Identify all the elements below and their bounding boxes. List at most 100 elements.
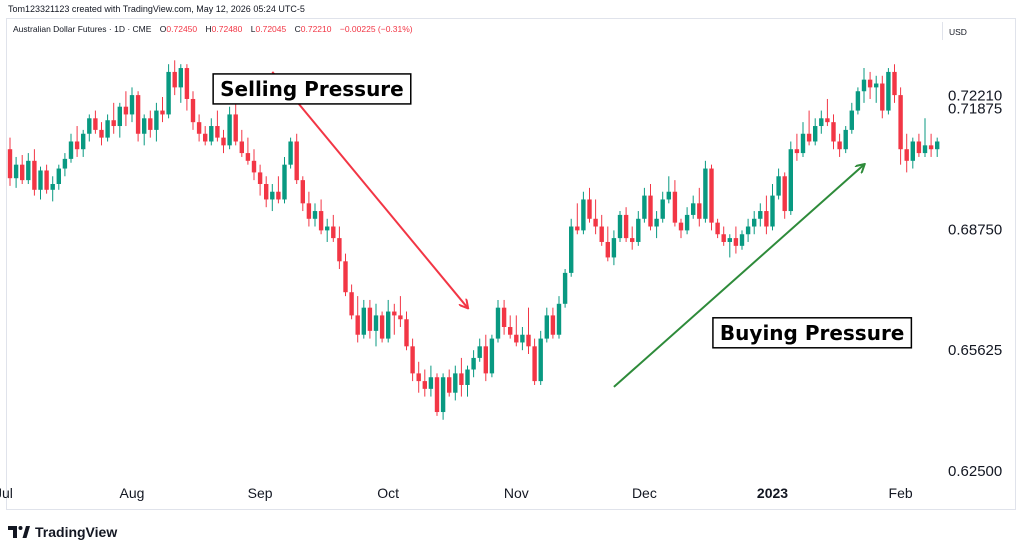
candle bbox=[422, 369, 427, 397]
ohlc-open-label: O bbox=[159, 24, 167, 34]
candle bbox=[697, 187, 702, 227]
candle bbox=[471, 350, 476, 378]
candle bbox=[367, 299, 373, 339]
time-tick-label: Dec bbox=[632, 485, 657, 501]
candle bbox=[843, 126, 848, 154]
candle bbox=[453, 365, 458, 401]
candle bbox=[74, 126, 80, 157]
candle bbox=[642, 187, 647, 223]
time-axis: Jul Aug Sep Oct Nov Dec 2023 Feb bbox=[0, 485, 913, 501]
candle bbox=[587, 187, 592, 223]
candle bbox=[62, 153, 68, 177]
candle bbox=[288, 137, 293, 169]
candle bbox=[520, 327, 525, 351]
candle bbox=[447, 369, 452, 397]
candle bbox=[264, 176, 269, 208]
candle bbox=[221, 129, 226, 154]
time-tick-label: Nov bbox=[504, 485, 529, 501]
ohlc-high-label: H bbox=[205, 24, 212, 34]
candle bbox=[623, 207, 629, 242]
candle bbox=[239, 129, 244, 157]
candle bbox=[861, 68, 867, 103]
candle bbox=[684, 207, 690, 235]
candle bbox=[575, 203, 580, 235]
candle bbox=[904, 133, 909, 173]
candle bbox=[495, 299, 501, 343]
candle bbox=[837, 133, 842, 157]
candle bbox=[68, 133, 74, 163]
candle bbox=[379, 311, 385, 343]
candle bbox=[514, 315, 519, 347]
candle bbox=[733, 226, 739, 254]
candle bbox=[556, 296, 562, 339]
candle bbox=[148, 110, 153, 138]
candle bbox=[581, 191, 586, 235]
candle bbox=[569, 218, 574, 277]
candle bbox=[215, 110, 220, 142]
candle bbox=[312, 203, 318, 227]
candle bbox=[270, 184, 275, 212]
candle bbox=[196, 114, 202, 142]
candle bbox=[26, 153, 31, 184]
candle bbox=[300, 176, 305, 212]
symbol-name: Australian Dollar Futures · 1D · CME bbox=[13, 24, 152, 34]
candle bbox=[428, 365, 434, 397]
candle bbox=[916, 133, 922, 157]
candle bbox=[416, 361, 421, 393]
candle bbox=[678, 218, 684, 239]
time-tick-label: Sep bbox=[248, 485, 273, 501]
candle bbox=[630, 226, 635, 250]
ohlc-low-label: L bbox=[250, 24, 256, 34]
time-tick-label: Oct bbox=[377, 485, 399, 501]
time-tick-label: Aug bbox=[120, 485, 145, 501]
price-tick-label: 0.71875 bbox=[948, 101, 1002, 118]
candle bbox=[532, 338, 537, 385]
ohlc-change: −0.00225 (−0.31%) bbox=[339, 24, 413, 34]
candle bbox=[160, 97, 165, 123]
candle bbox=[867, 71, 873, 99]
candle bbox=[593, 199, 598, 235]
candle bbox=[605, 226, 610, 262]
candle bbox=[654, 211, 659, 239]
candle bbox=[337, 226, 342, 270]
candle bbox=[343, 253, 348, 297]
tradingview-brand: TradingView bbox=[35, 524, 118, 540]
candle bbox=[825, 98, 830, 127]
candle bbox=[13, 156, 19, 188]
time-tick-label: Jul bbox=[0, 485, 13, 501]
candle bbox=[886, 68, 891, 115]
candle bbox=[806, 110, 812, 146]
annotation-arrows: Selling Pressure Buying Pressure bbox=[212, 71, 913, 388]
candle bbox=[386, 299, 391, 343]
candle bbox=[611, 230, 617, 266]
svg-text:Buying Pressure: Buying Pressure bbox=[720, 321, 904, 345]
candle bbox=[489, 334, 495, 378]
candle bbox=[788, 141, 793, 215]
candle bbox=[32, 149, 37, 196]
candle bbox=[93, 110, 98, 134]
candle bbox=[782, 172, 787, 219]
candle bbox=[233, 102, 238, 146]
candle bbox=[190, 91, 196, 130]
price-tick-label: 0.65625 bbox=[948, 342, 1002, 359]
candle bbox=[709, 164, 714, 231]
candle bbox=[154, 102, 159, 142]
candle bbox=[20, 155, 25, 184]
candle bbox=[105, 114, 110, 142]
selling-pressure-label: Selling Pressure bbox=[212, 73, 412, 105]
candle bbox=[898, 87, 903, 165]
candle bbox=[922, 118, 928, 157]
candle bbox=[599, 214, 604, 246]
candle bbox=[349, 284, 354, 320]
candle bbox=[209, 118, 214, 146]
candle bbox=[38, 166, 43, 200]
currency-label[interactable]: USD bbox=[942, 22, 1012, 40]
tradingview-logo[interactable]: TradingView bbox=[8, 524, 117, 540]
candle bbox=[373, 303, 379, 347]
candle bbox=[691, 195, 696, 219]
candle bbox=[800, 122, 806, 157]
last-price-label: 0.72210 bbox=[948, 88, 1002, 105]
chart-frame[interactable] bbox=[6, 18, 1016, 510]
candle bbox=[550, 307, 556, 339]
